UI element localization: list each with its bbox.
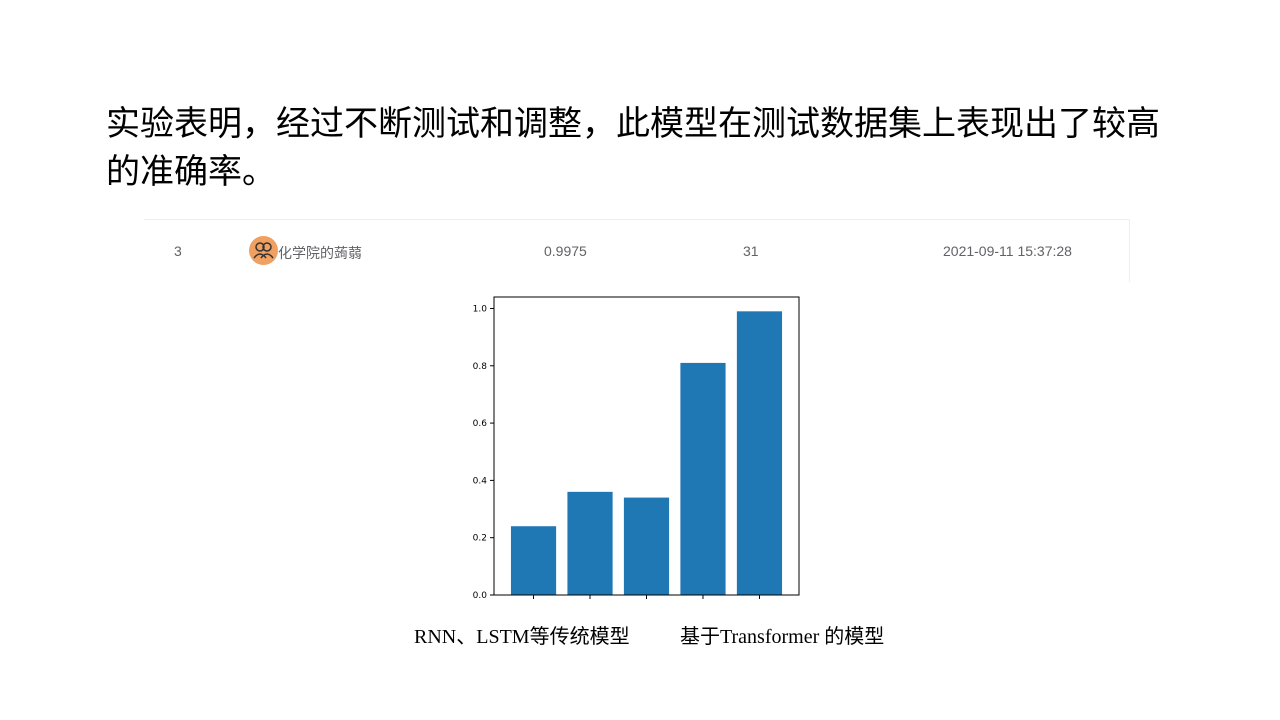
bar-0 — [510, 526, 557, 595]
bar-4 — [736, 311, 783, 595]
y-tick-label-3: 0.6 — [473, 419, 488, 429]
bar-2 — [623, 497, 670, 595]
y-tick-label-4: 0.8 — [473, 362, 488, 372]
time-cell: 2021-09-11 15:37:28 — [943, 243, 1072, 259]
rank-cell: 3 — [174, 243, 182, 259]
y-tick-label-5: 1.0 — [473, 304, 488, 314]
plot-frame — [493, 296, 800, 596]
bar-1 — [567, 491, 613, 595]
y-tick-label-0: 0.0 — [473, 591, 488, 601]
avatar — [249, 236, 278, 265]
y-tick-label-2: 0.4 — [473, 476, 488, 486]
y-tick-label-1: 0.2 — [473, 534, 487, 544]
user-group-icon — [253, 242, 274, 259]
submissions-cell: 31 — [743, 243, 759, 259]
right-caption: 基于Transformer 的模型 — [680, 626, 885, 648]
score-cell: 0.9975 — [544, 243, 587, 259]
left-caption: RNN、LSTM等传统模型 — [414, 626, 630, 648]
leaderboard-row: 3 化学院的蒟蒻 0.9975 31 2021-09-11 15:37:28 — [144, 219, 1130, 282]
user-name-cell: 化学院的蒟蒻 — [278, 245, 362, 261]
slide-heading: 实验表明，经过不断测试和调整，此模型在测试数据集上表现出了较高的准确率。 — [106, 104, 1160, 192]
bar-3 — [680, 362, 726, 595]
